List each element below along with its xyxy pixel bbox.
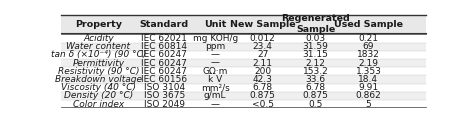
Bar — [61, 100, 426, 108]
Text: 33.6: 33.6 — [305, 75, 326, 84]
Text: 27: 27 — [257, 50, 268, 59]
Text: 0.03: 0.03 — [305, 34, 326, 43]
Text: 0.862: 0.862 — [356, 91, 381, 101]
Text: 69: 69 — [363, 42, 374, 51]
Text: 18.4: 18.4 — [358, 75, 378, 84]
Text: —: — — [211, 50, 220, 59]
Bar — [61, 92, 426, 100]
Text: mg KOH/g: mg KOH/g — [192, 34, 238, 43]
Bar — [61, 42, 426, 51]
Text: Acidity: Acidity — [83, 34, 114, 43]
Bar — [61, 67, 426, 75]
Text: 9.91: 9.91 — [358, 83, 378, 92]
Text: ppm: ppm — [205, 42, 225, 51]
Text: Water content: Water content — [66, 42, 130, 51]
Text: Density (20 °C): Density (20 °C) — [64, 91, 133, 101]
Text: IEC 60247: IEC 60247 — [141, 67, 187, 76]
Bar — [61, 75, 426, 84]
Text: IEC 60156: IEC 60156 — [141, 75, 187, 84]
Text: 0.5: 0.5 — [308, 100, 323, 109]
Text: Used Sample: Used Sample — [334, 20, 403, 29]
Bar — [61, 34, 426, 42]
Text: Viscosity (40 °C): Viscosity (40 °C) — [61, 83, 136, 92]
Text: ISO 3675: ISO 3675 — [144, 91, 185, 101]
Text: Standard: Standard — [139, 20, 189, 29]
Text: <0.5: <0.5 — [252, 100, 273, 109]
Text: 2.12: 2.12 — [306, 59, 326, 68]
Text: GΩ·m: GΩ·m — [202, 67, 228, 76]
Text: New Sample: New Sample — [230, 20, 295, 29]
Text: 31.59: 31.59 — [302, 42, 328, 51]
Bar — [61, 84, 426, 92]
Text: IEC 60247: IEC 60247 — [141, 59, 187, 68]
Text: g/mL: g/mL — [204, 91, 227, 101]
Text: 153.2: 153.2 — [302, 67, 328, 76]
Text: 6.78: 6.78 — [305, 83, 326, 92]
Text: k V: k V — [208, 75, 222, 84]
Text: tan δ (×10⁻⁴) (90 °C): tan δ (×10⁻⁴) (90 °C) — [51, 50, 146, 59]
Text: Unit: Unit — [204, 20, 227, 29]
Text: 1832: 1832 — [357, 50, 380, 59]
Text: mm²/s: mm²/s — [201, 83, 229, 92]
Bar — [61, 51, 426, 59]
Text: 5: 5 — [365, 100, 371, 109]
Text: IEC 62021: IEC 62021 — [141, 34, 187, 43]
Text: 6.78: 6.78 — [253, 83, 273, 92]
Text: Property: Property — [75, 20, 122, 29]
Text: Permittivity: Permittivity — [73, 59, 125, 68]
Text: 0.012: 0.012 — [250, 34, 275, 43]
Text: 0.21: 0.21 — [358, 34, 378, 43]
Text: Color index: Color index — [73, 100, 124, 109]
Text: IEC 60247: IEC 60247 — [141, 50, 187, 59]
Text: 42.3: 42.3 — [253, 75, 273, 84]
Bar — [61, 15, 426, 33]
Text: Breakdown voltage: Breakdown voltage — [55, 75, 142, 84]
Text: 2.19: 2.19 — [358, 59, 378, 68]
Text: 2.11: 2.11 — [253, 59, 273, 68]
Text: IEC 60814: IEC 60814 — [141, 42, 187, 51]
Text: Regenerated
Sample: Regenerated Sample — [281, 14, 350, 34]
Text: Resistivity (90 °C): Resistivity (90 °C) — [58, 67, 139, 76]
Text: 31.15: 31.15 — [302, 50, 328, 59]
Text: 0.875: 0.875 — [302, 91, 328, 101]
Text: 0.875: 0.875 — [250, 91, 275, 101]
Bar — [61, 59, 426, 67]
Text: ISO 2049: ISO 2049 — [144, 100, 185, 109]
Text: ISO 3104: ISO 3104 — [144, 83, 185, 92]
Text: 23.4: 23.4 — [253, 42, 273, 51]
Text: 1.353: 1.353 — [356, 67, 382, 76]
Text: —: — — [211, 100, 220, 109]
Text: —: — — [211, 59, 220, 68]
Text: 200: 200 — [254, 67, 271, 76]
